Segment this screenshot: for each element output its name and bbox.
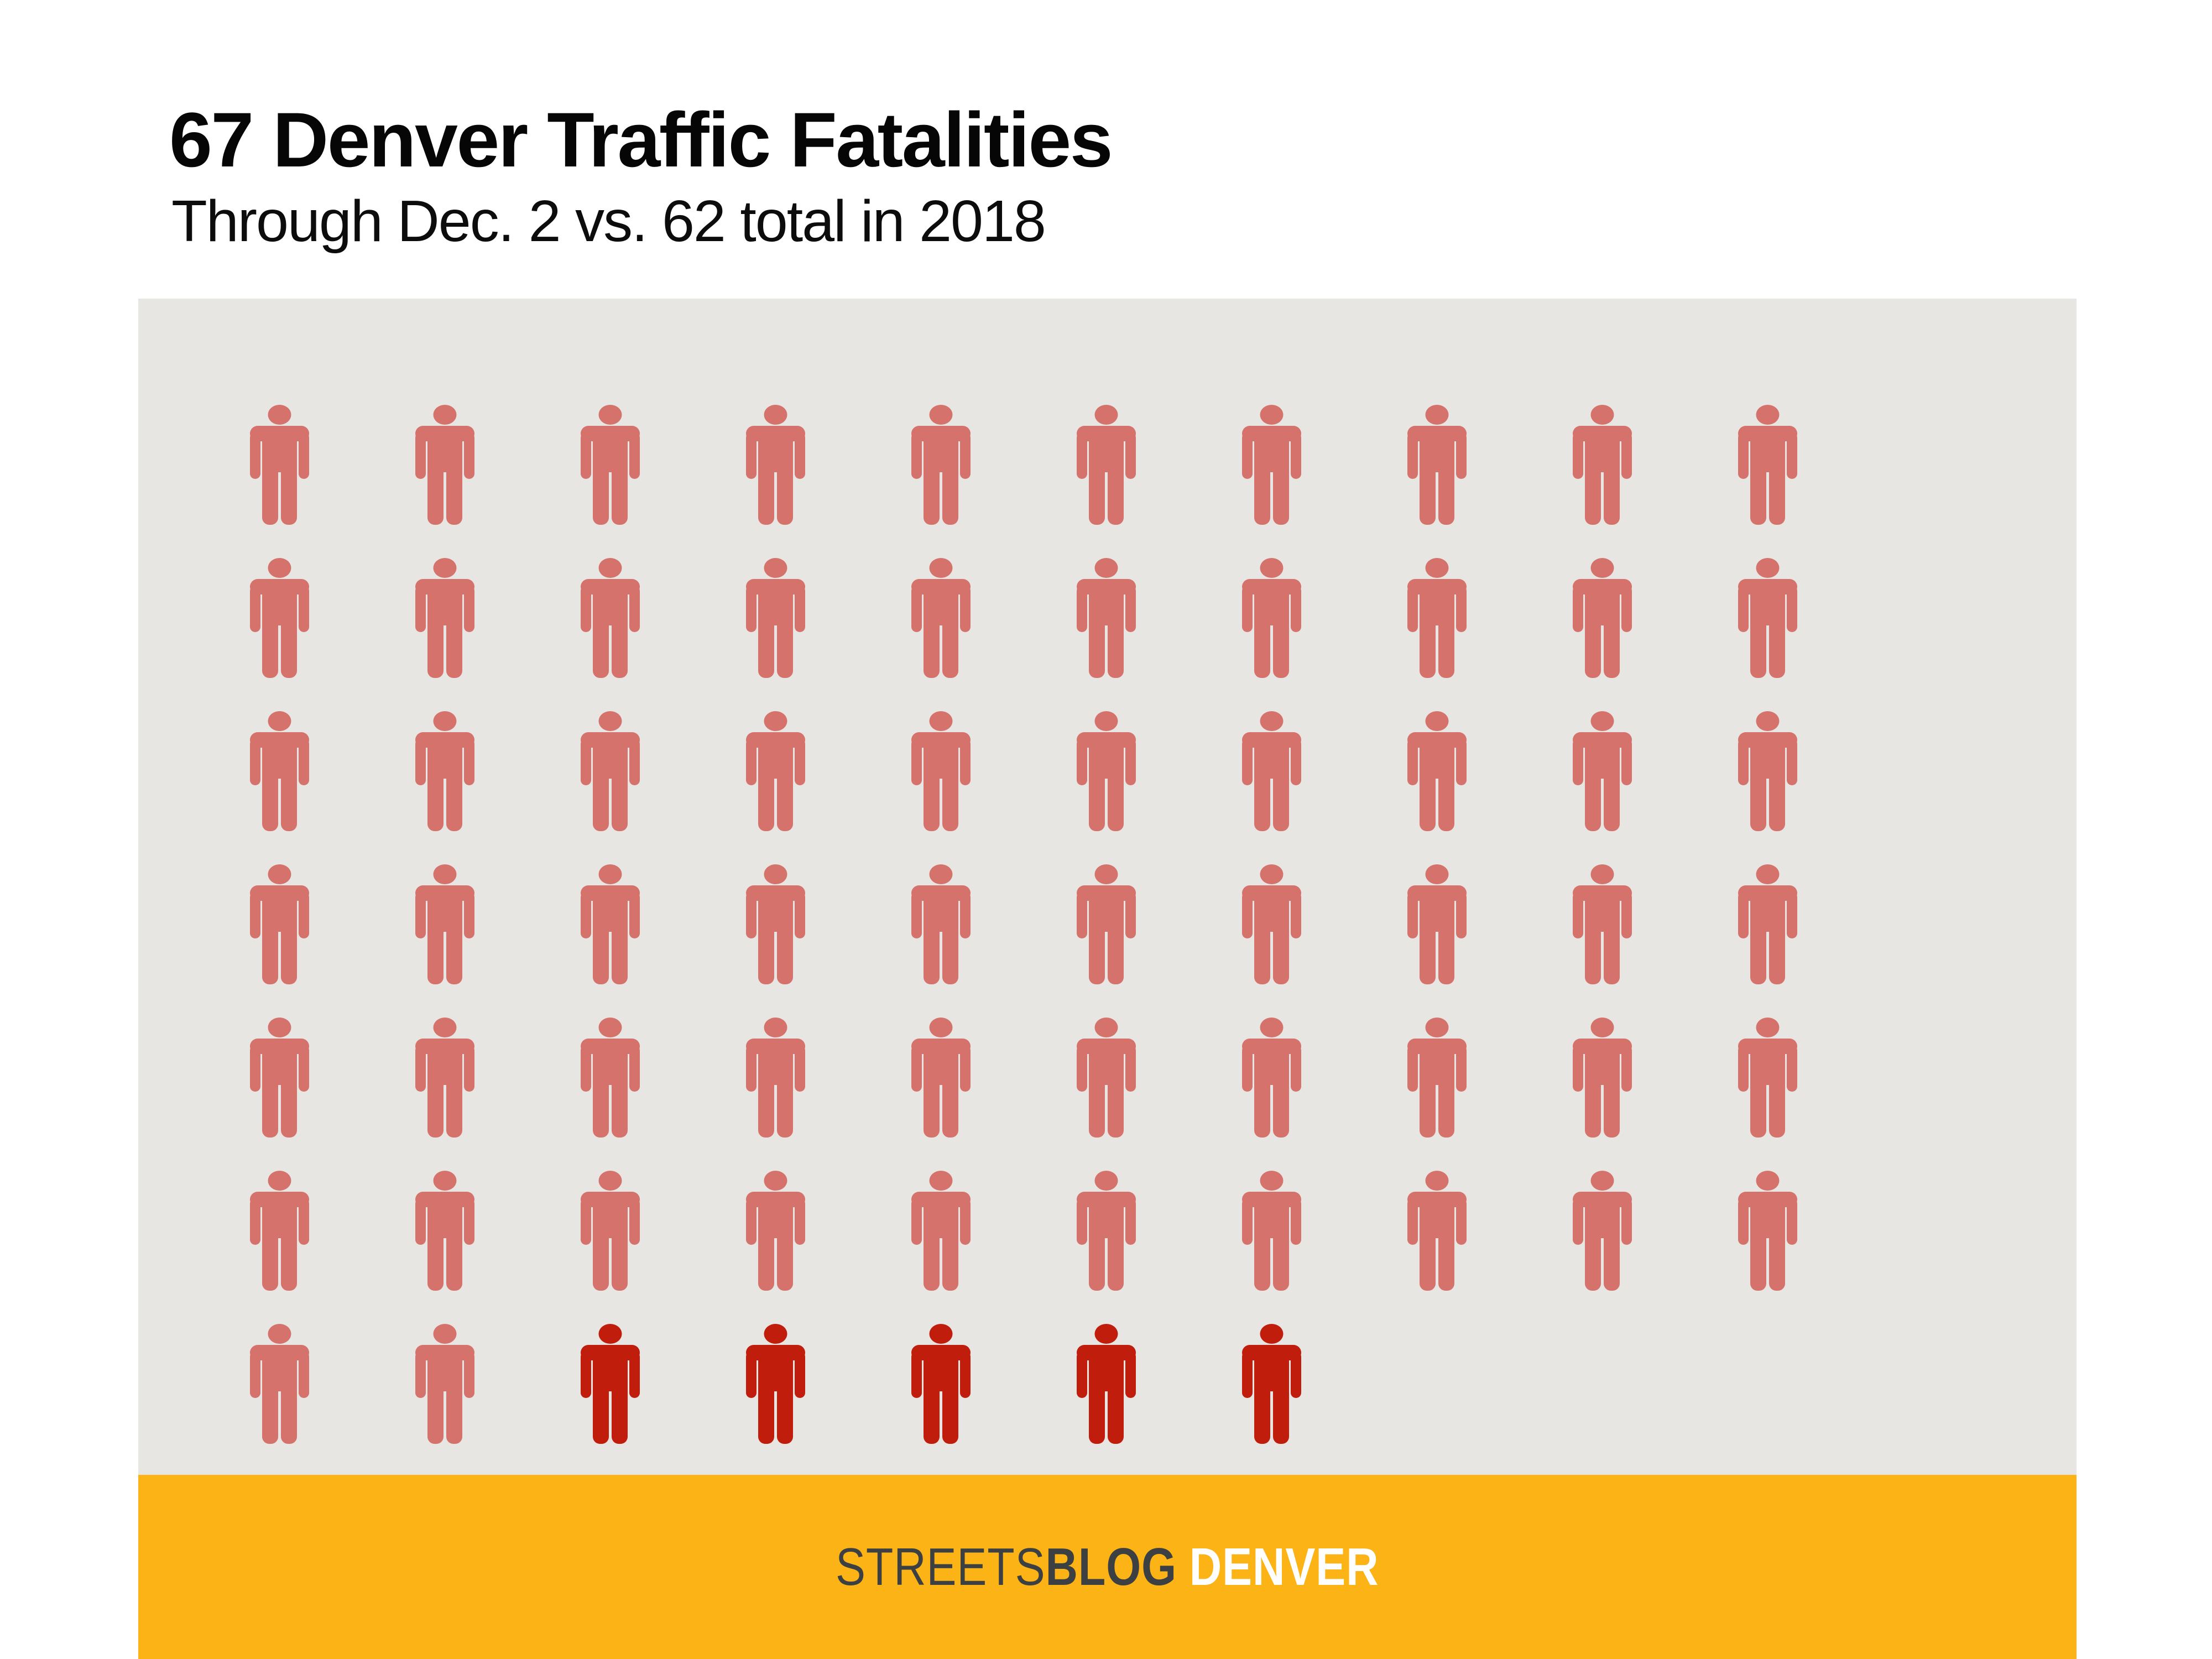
person-icon [581, 1018, 640, 1138]
person-icon [250, 405, 309, 525]
streetsblog-denver-logo: STREETSBLOG DENVER [836, 1541, 1379, 1594]
pictograph-panel [138, 299, 2077, 1475]
person-icon [746, 1018, 805, 1138]
person-icon [1242, 405, 1301, 525]
person-icon [415, 711, 474, 831]
person-icon [911, 1324, 971, 1444]
person-icon [1242, 1018, 1301, 1138]
person-icon [1407, 1018, 1467, 1138]
person-icon [1573, 711, 1632, 831]
logo-denver: DENVER [1190, 1537, 1379, 1597]
logo-blog: BLOG [1045, 1537, 1177, 1597]
person-icon [746, 864, 805, 984]
person-icon [746, 1171, 805, 1291]
person-icon [1738, 558, 1797, 678]
person-icon [1077, 711, 1136, 831]
footer-banner: STREETSBLOG DENVER [138, 1475, 2077, 1659]
person-icon [1242, 711, 1301, 831]
person-icon [250, 1324, 309, 1444]
person-icon [415, 558, 474, 678]
person-icon [1407, 558, 1467, 678]
person-icon [250, 864, 309, 984]
person-icon [1738, 711, 1797, 831]
person-icon [1407, 711, 1467, 831]
person-icon [581, 1324, 640, 1444]
person-icon [581, 405, 640, 525]
person-icon [911, 1018, 971, 1138]
person-icon [911, 1171, 971, 1291]
page-subtitle: Through Dec. 2 vs. 62 total in 2018 [171, 189, 1046, 254]
person-icon [250, 1018, 309, 1138]
person-icon [1573, 558, 1632, 678]
person-icon [1242, 1171, 1301, 1291]
page-title: 67 Denver Traffic Fatalities [169, 96, 1113, 183]
person-icon [911, 558, 971, 678]
person-icon [250, 558, 309, 678]
person-icon [415, 864, 474, 984]
person-icon [415, 1171, 474, 1291]
person-icon [1077, 405, 1136, 525]
person-icon [250, 1171, 309, 1291]
person-icon [911, 864, 971, 984]
person-icon [1407, 1171, 1467, 1291]
person-icon [581, 864, 640, 984]
person-icon [1242, 1324, 1301, 1444]
person-icon [1077, 1018, 1136, 1138]
person-icon [1077, 1324, 1136, 1444]
person-icon [581, 1171, 640, 1291]
person-icon [1738, 405, 1797, 525]
person-icon [746, 405, 805, 525]
person-icon [581, 558, 640, 678]
person-icon [581, 711, 640, 831]
person-icon [1573, 1171, 1632, 1291]
person-icon [911, 711, 971, 831]
person-icon [1077, 1171, 1136, 1291]
person-icon [1077, 558, 1136, 678]
person-icon [746, 1324, 805, 1444]
person-icon [1407, 405, 1467, 525]
person-icon [1242, 864, 1301, 984]
person-icon [415, 405, 474, 525]
person-icon [415, 1018, 474, 1138]
person-icon [1573, 1018, 1632, 1138]
person-icon [1242, 558, 1301, 678]
person-icon [1407, 864, 1467, 984]
person-icon [746, 711, 805, 831]
person-icon [1573, 864, 1632, 984]
person-icon [1077, 864, 1136, 984]
person-icon [1573, 405, 1632, 525]
person-icon [415, 1324, 474, 1444]
person-icon [1738, 1018, 1797, 1138]
person-icon [250, 711, 309, 831]
person-icon [746, 558, 805, 678]
person-icon [1738, 1171, 1797, 1291]
person-icon [911, 405, 971, 525]
person-icon [1738, 864, 1797, 984]
logo-streets: STREETS [836, 1537, 1046, 1597]
person-icon-grid [250, 405, 1798, 1444]
